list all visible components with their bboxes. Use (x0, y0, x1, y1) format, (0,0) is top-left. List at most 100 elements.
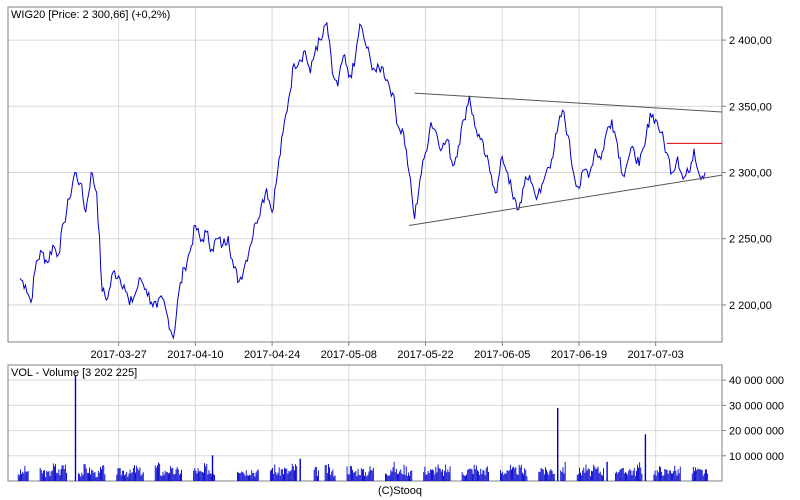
volume-bar (63, 469, 65, 481)
volume-bar (174, 474, 176, 481)
volume-bar (251, 470, 253, 481)
volume-bar (702, 475, 704, 481)
volume-bar (98, 472, 100, 481)
volume-bar (129, 469, 131, 481)
x-tick-label: 2017-04-10 (167, 349, 223, 361)
volume-bar (359, 475, 361, 481)
volume-y-tick-label: 30 000 000 (729, 400, 784, 412)
volume-bar (560, 470, 562, 481)
volume-bar (210, 473, 212, 481)
volume-bar (691, 473, 693, 481)
volume-bar (390, 469, 392, 481)
volume-bar (50, 471, 52, 481)
volume-bar (394, 472, 396, 481)
volume-chart-title: VOL - Volume [3 202 225] (11, 367, 137, 379)
volume-bar (671, 473, 672, 481)
volume-y-tick-label: 20 000 000 (729, 426, 784, 438)
volume-bar (357, 468, 359, 481)
price-chart-title: WIG20 [Price: 2 300,66] (+0,2%) (11, 9, 170, 21)
volume-bar (47, 472, 49, 481)
volume-bar (698, 469, 700, 481)
volume-bar (661, 471, 663, 481)
volume-bar (428, 473, 430, 481)
volume-bar (472, 473, 474, 481)
volume-bar (631, 475, 633, 481)
volume-bar (502, 471, 504, 481)
volume-bar (196, 473, 198, 481)
volume-bar (25, 471, 27, 481)
volume-bar (96, 477, 98, 481)
volume-bar (523, 474, 524, 481)
price-y-tick-label: 2 300,00 (729, 168, 772, 180)
volume-bar (397, 474, 398, 481)
volume-bar (81, 472, 83, 481)
volume-bar (463, 475, 465, 481)
volume-bar (475, 465, 477, 481)
volume-bar (468, 469, 470, 481)
volume-bar (82, 475, 84, 481)
volume-bar (200, 471, 202, 481)
x-tick-label: 2017-06-05 (474, 349, 530, 361)
volume-bar (425, 474, 427, 481)
volume-bar (692, 466, 694, 481)
volume-bar (78, 473, 79, 481)
volume-bar (409, 475, 410, 481)
volume-bar (481, 474, 483, 481)
volume-bar (449, 466, 451, 481)
volume-bar (329, 467, 330, 481)
volume-bar (317, 475, 318, 481)
x-tick-label: 2017-07-03 (628, 349, 684, 361)
volume-bar (443, 475, 444, 481)
volume-bar (163, 474, 165, 481)
volume-bar (486, 466, 488, 481)
x-tick-label: 2017-05-08 (321, 349, 377, 361)
volume-bar (364, 475, 365, 481)
volume-bar (362, 469, 363, 481)
volume-bar (599, 471, 601, 481)
volume-bar (139, 467, 141, 481)
volume-bar (448, 472, 450, 481)
volume-bar (155, 467, 157, 481)
volume-bar (547, 472, 549, 481)
volume-bar (581, 475, 583, 481)
volume-bar (553, 473, 555, 481)
volume-bar (356, 476, 358, 481)
volume-bar (348, 474, 350, 481)
volume-bar (159, 463, 161, 481)
volume-bar (201, 472, 203, 481)
volume-bar (294, 470, 295, 481)
volume-bar (619, 469, 621, 481)
price-y-tick-label: 2 200,00 (729, 300, 772, 312)
volume-bar (520, 464, 522, 481)
volume-bar (324, 465, 326, 481)
volume-bar (469, 468, 471, 481)
volume-bar (539, 472, 541, 481)
volume-spike-bar (211, 455, 214, 481)
volume-bar (654, 470, 656, 481)
volume-bar (663, 475, 665, 481)
volume-bar (271, 469, 272, 481)
volume-bar (473, 464, 475, 481)
volume-bar (629, 468, 631, 481)
x-tick-label: 2017-04-24 (244, 349, 300, 361)
volume-bar (103, 465, 105, 481)
volume-bar (91, 469, 93, 481)
volume-bar (705, 469, 706, 481)
volume-bar (104, 474, 106, 481)
volume-bar (136, 465, 138, 481)
volume-bar (706, 469, 707, 481)
volume-bar (550, 469, 552, 481)
volume-bar (358, 474, 360, 481)
volume-bar (660, 467, 661, 481)
volume-bar (576, 474, 578, 481)
volume-bar (172, 468, 174, 481)
volume-bar (315, 466, 317, 481)
volume-bar (674, 465, 676, 481)
volume-bar (292, 466, 294, 481)
volume-bar (627, 474, 629, 481)
volume-bar (347, 474, 349, 481)
volume-bar (389, 475, 391, 481)
volume-bar (488, 471, 489, 481)
volume-bar (51, 470, 53, 481)
volume-bar (39, 467, 41, 481)
